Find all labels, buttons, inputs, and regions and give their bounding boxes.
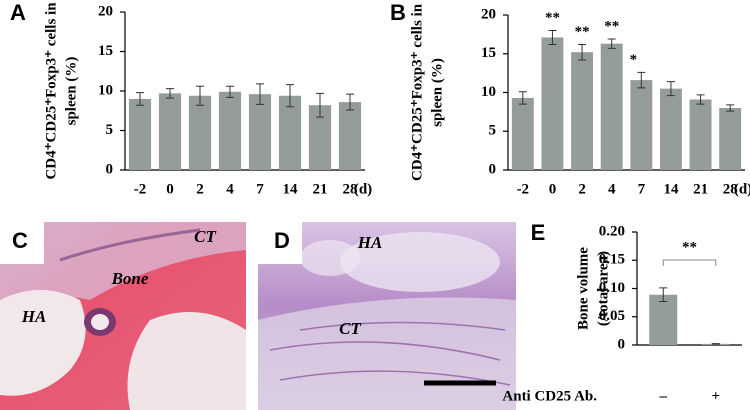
image-d: [258, 222, 516, 410]
x-tick-label: -2: [517, 181, 530, 197]
error-bar: [659, 287, 668, 302]
x-tick-label: 21: [313, 181, 328, 197]
x-tick-label: 7: [256, 181, 264, 197]
image-c: [0, 222, 246, 410]
error-bar: [196, 85, 204, 106]
bar: [158, 93, 182, 170]
x-axis-label: Anti CD25 Ab.: [502, 388, 597, 404]
error-bar: [548, 30, 557, 45]
x-tick-label: –: [659, 388, 668, 404]
y-axis-label: Bone volume: [575, 247, 591, 330]
x-tick-label: 2: [196, 181, 204, 197]
y-tick-label: 15: [481, 45, 496, 61]
y-tick-label: 10: [481, 84, 496, 100]
x-tick-label: 0: [549, 181, 557, 197]
error-bar: [696, 94, 705, 105]
y-axis-label: spleen (%): [63, 57, 79, 126]
significance: *: [630, 52, 638, 68]
error-bar: [166, 88, 174, 99]
bar: [659, 88, 682, 170]
significance: **: [682, 239, 697, 255]
x-tick-label: 2: [578, 181, 586, 197]
bar: [128, 98, 152, 170]
panel-letter: E: [531, 220, 546, 245]
image-label: Bone: [111, 269, 149, 288]
y-axis-label: (/total area): [595, 251, 611, 326]
bar: [649, 294, 678, 345]
panel-letter: D: [274, 228, 290, 253]
y-tick-label: 20: [481, 6, 496, 22]
y-tick-label: 0.10: [599, 280, 625, 296]
significance-bracket: [662, 259, 717, 266]
error-bar: [256, 83, 264, 105]
x-unit: (d): [354, 181, 372, 197]
bar: [600, 43, 623, 170]
error-bar: [578, 43, 587, 61]
error-bar: [136, 92, 144, 106]
y-tick-label: 0: [618, 336, 626, 352]
x-tick-label: 28: [723, 181, 738, 197]
x-tick-label: 14: [283, 181, 299, 197]
y-tick-label: 0: [106, 161, 114, 177]
panel-letter: A: [10, 0, 26, 25]
y-tick-label: 0: [489, 161, 497, 177]
bar: [218, 91, 242, 170]
y-axis-label: CD4⁺CD25⁺Foxp3⁺ cells in: [409, 3, 425, 181]
bar: [308, 105, 332, 170]
error-bar: [711, 343, 720, 345]
y-tick-label: 20: [98, 3, 113, 19]
bar: [278, 95, 302, 170]
y-tick-label: 10: [98, 82, 113, 98]
error-bar: [666, 81, 675, 97]
significance: **: [545, 10, 560, 26]
error-bar: [226, 85, 234, 98]
error-bar: [518, 91, 527, 105]
error-bar: [346, 93, 354, 111]
error-bar: [286, 84, 294, 108]
x-unit: (d): [734, 181, 750, 197]
x-tick-label: 4: [608, 181, 616, 197]
bar: [689, 99, 712, 170]
bar: [511, 97, 534, 170]
bar: [541, 37, 564, 170]
y-axis-label: CD4⁺CD25⁺Foxp3⁺ cells in: [43, 2, 59, 180]
panel-letter: C: [12, 228, 28, 253]
x-tick-label: 28: [343, 181, 358, 197]
panel-letter: B: [390, 0, 406, 25]
x-tick-label: +: [711, 388, 720, 404]
bar: [630, 80, 653, 170]
error-bar: [316, 92, 324, 118]
x-tick-label: -2: [134, 181, 147, 197]
y-tick-label: 5: [489, 123, 497, 139]
bar: [719, 108, 742, 170]
y-axis-label: spleen (%): [429, 58, 445, 127]
y-tick-label: 0.05: [599, 308, 625, 324]
bar: [248, 94, 272, 170]
y-tick-label: 15: [98, 43, 113, 59]
x-tick-label: 14: [663, 181, 679, 197]
x-tick-label: 0: [166, 181, 174, 197]
x-tick-label: 7: [638, 181, 646, 197]
image-label: HA: [357, 233, 383, 252]
bar: [338, 102, 362, 170]
error-bar: [607, 38, 616, 49]
image-label: HA: [21, 307, 47, 326]
x-tick-label: 4: [226, 181, 234, 197]
y-tick-label: 0.15: [599, 252, 625, 268]
significance: **: [575, 24, 590, 40]
y-tick-label: 5: [106, 122, 114, 138]
error-bar: [637, 71, 646, 89]
bar: [188, 95, 212, 170]
image-label: CT: [194, 227, 216, 246]
significance: **: [604, 18, 619, 34]
x-tick-label: 21: [693, 181, 708, 197]
bar: [571, 52, 594, 171]
error-bar: [726, 104, 735, 112]
image-label: CT: [339, 319, 361, 338]
y-tick-label: 0.20: [599, 223, 625, 239]
